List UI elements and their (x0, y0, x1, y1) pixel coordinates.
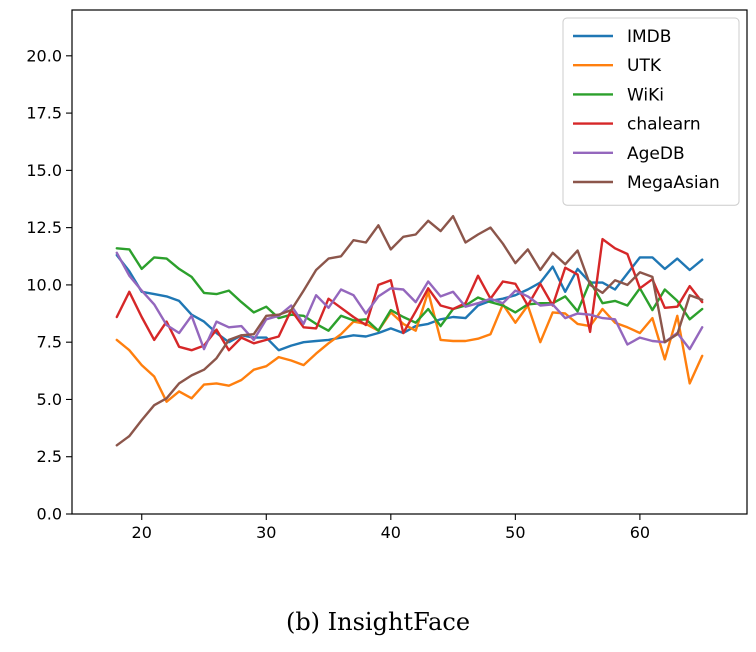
x-tick-label: 20 (132, 523, 152, 542)
y-tick-label: 0.0 (37, 505, 62, 524)
x-tick-label: 30 (256, 523, 276, 542)
legend-label-agedb: AgeDB (627, 144, 685, 164)
figure-caption: (b) InsightFace (285, 608, 471, 636)
series-line-imdb (115, 253, 704, 352)
series-line-chalearn (115, 237, 704, 352)
axes: 0.0 2.5 5.0 7.5 10.0 12.5 15.0 17.5 20.0 20 30 40 50… (26, 9, 748, 542)
legend-label-wiki: WiKi (627, 85, 664, 105)
plot-frame (71, 9, 748, 515)
series-layer (115, 214, 704, 447)
x-tick-label: 40 (381, 523, 401, 542)
y-tick-label: 17.5 (26, 104, 62, 123)
y-tick-label: 2.5 (37, 447, 62, 466)
y-tick-label: 7.5 (37, 333, 62, 352)
legend: IMDB UTK WiKi chalearn AgeDB MegaAsian (562, 17, 740, 206)
legend-label-megaasian: MegaAsian (627, 173, 720, 193)
x-tick-label: 50 (505, 523, 525, 542)
legend-label-utk: UTK (627, 56, 662, 76)
series-line-utk (115, 290, 704, 403)
line-chart: 0.0 2.5 5.0 7.5 10.0 12.5 15.0 17.5 20.0 20 30 40 50… (26, 9, 748, 542)
y-tick-label: 5.0 (37, 390, 62, 409)
y-tick-label: 12.5 (26, 218, 62, 237)
series-line-agedb (115, 251, 704, 351)
y-tick-label: 10.0 (26, 275, 62, 294)
series-line-megaasian (115, 214, 704, 447)
legend-label-imdb: IMDB (627, 27, 671, 47)
y-tick-label: 20.0 (26, 46, 62, 65)
legend-label-chalearn: chalearn (627, 115, 701, 135)
y-tick-label: 15.0 (26, 161, 62, 180)
x-tick-label: 60 (630, 523, 650, 542)
